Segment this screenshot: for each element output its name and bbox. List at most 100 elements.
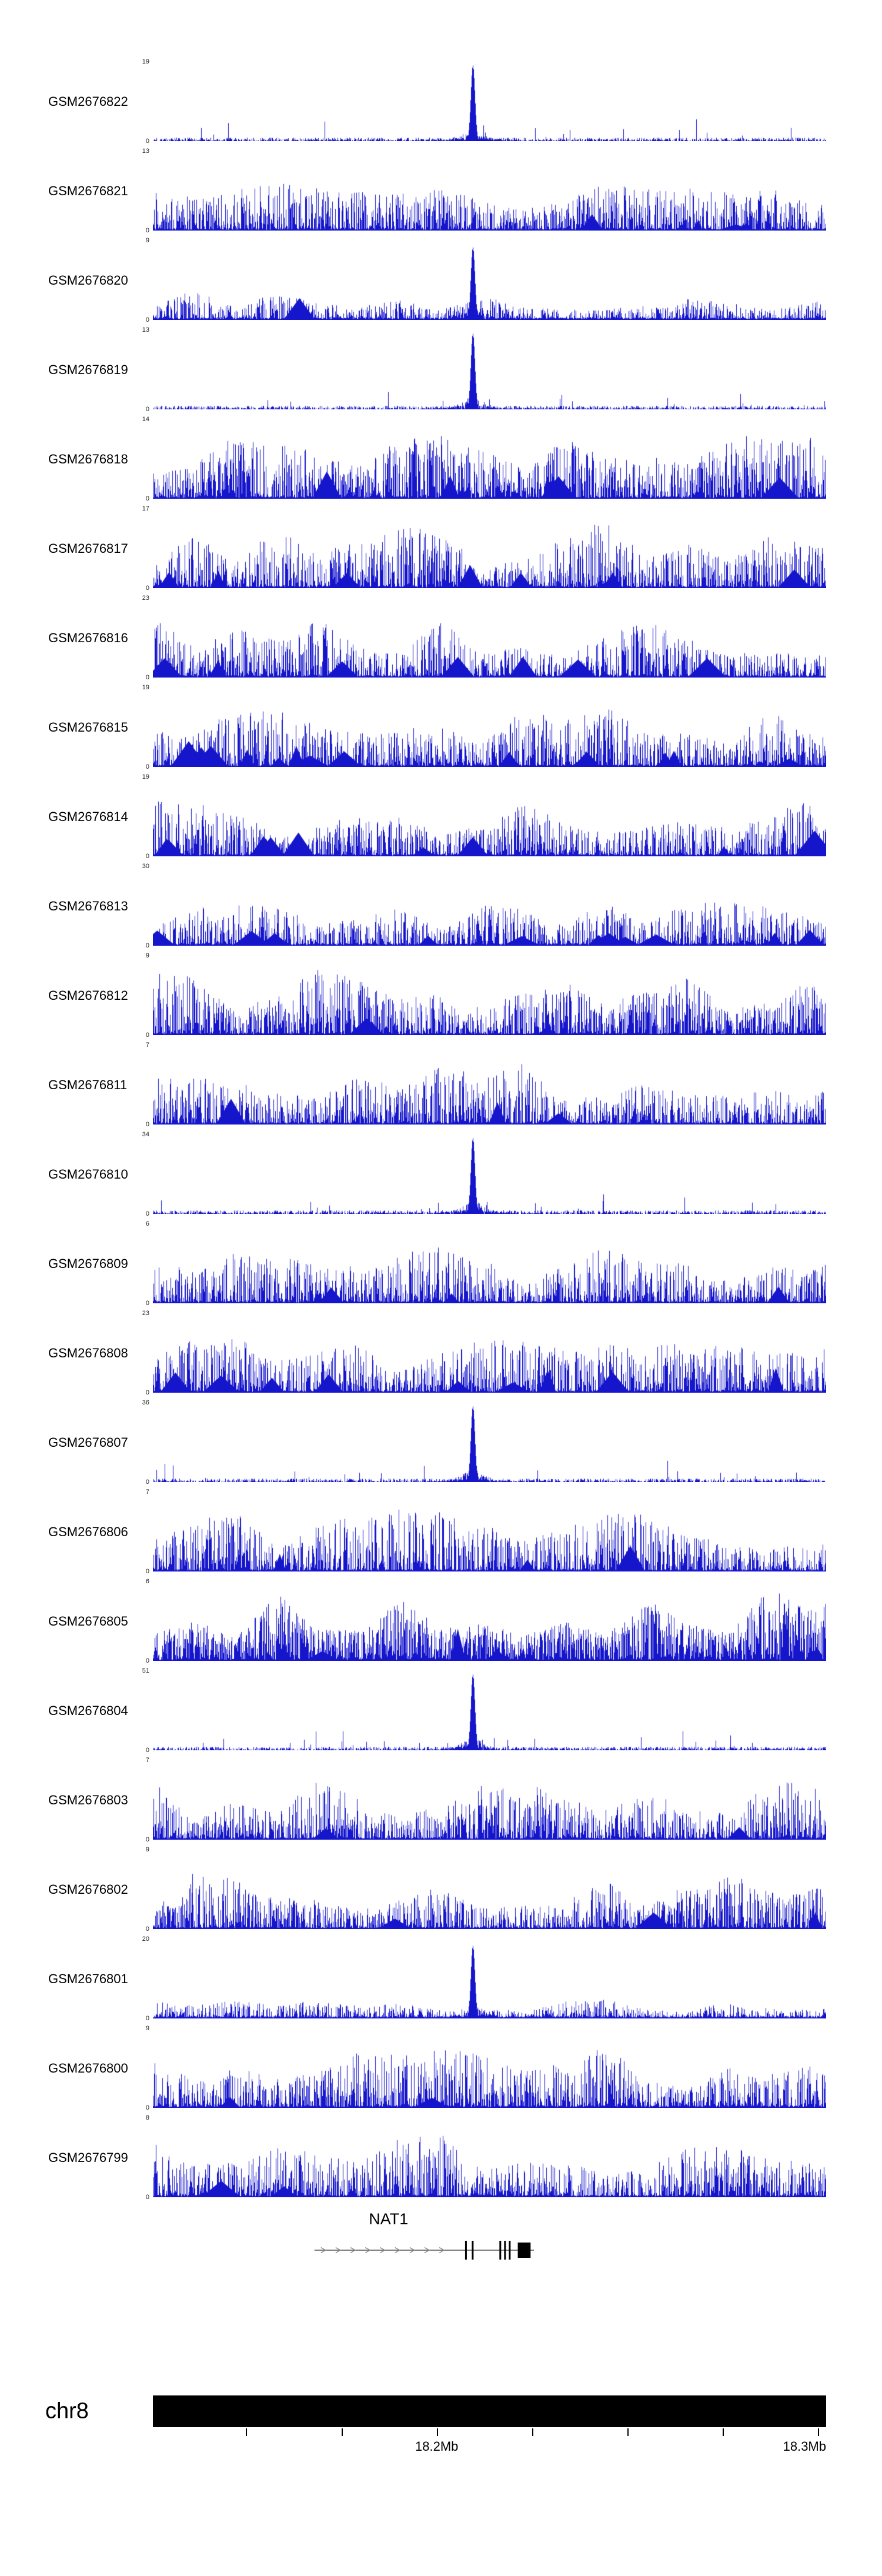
y-axis-zero-label: 0: [145, 1479, 149, 1486]
track-label: GSM2676822: [48, 94, 128, 109]
track-row: GSM2676819 13 0: [0, 320, 882, 413]
track-row: GSM2676814 19 0: [0, 767, 882, 860]
track-label: GSM2676815: [48, 720, 128, 735]
ruler-label: 18.3Mb: [783, 2439, 826, 2454]
track-label: GSM2676816: [48, 630, 128, 645]
track-label: GSM2676821: [48, 183, 128, 198]
track-label: GSM2676812: [48, 988, 128, 1003]
signal-canvas: [153, 1135, 826, 1214]
y-axis-max-label: 6: [145, 1578, 149, 1585]
track-row: GSM2676813 30 0: [0, 856, 882, 949]
track-row: GSM2676806 7 0: [0, 1482, 882, 1575]
track-plot: 6 0: [146, 1220, 826, 1307]
y-axis-max-label: 9: [145, 952, 149, 959]
chromosome-label: chr8: [45, 2398, 89, 2424]
y-axis-max-label: 34: [142, 1131, 149, 1138]
y-axis-max-label: 17: [142, 505, 149, 512]
track-row: GSM2676809 6 0: [0, 1214, 882, 1307]
signal-canvas: [153, 956, 826, 1035]
track-plot: 23 0: [142, 1310, 826, 1396]
track-label: GSM2676803: [48, 1793, 128, 1807]
track-plot: 19 0: [142, 773, 826, 860]
track-plot: 36 0: [142, 1399, 826, 1486]
y-axis-zero-label: 0: [145, 585, 149, 592]
y-axis-zero-label: 0: [145, 2015, 149, 2022]
y-axis-zero-label: 0: [145, 1121, 149, 1128]
track-plot: 9 0: [146, 1846, 826, 1933]
track-label: GSM2676805: [48, 1614, 128, 1629]
y-axis-zero-label: 0: [145, 1926, 149, 1933]
y-axis-zero-label: 0: [145, 763, 149, 770]
signal-canvas: [153, 1046, 826, 1125]
signal-canvas: [153, 1940, 826, 2018]
track-label: GSM2676814: [48, 809, 128, 824]
track-label: GSM2676810: [48, 1167, 128, 1182]
track-plot: 9 0: [146, 952, 826, 1039]
signal-canvas: [153, 2029, 826, 2108]
ruler-minor-tick: [246, 2428, 247, 2436]
track-row: GSM2676808 23 0: [0, 1303, 882, 1396]
signal-canvas: [153, 1314, 826, 1393]
y-axis-zero-label: 0: [145, 1836, 149, 1843]
track-label: GSM2676818: [48, 452, 128, 466]
track-row: GSM2676799 8 0: [0, 2108, 882, 2201]
chromosome-ideogram-bar: [153, 2395, 826, 2427]
y-axis-zero-label: 0: [145, 1032, 149, 1039]
track-plot: 20 0: [142, 1936, 826, 2022]
track-plot: 30 0: [142, 863, 826, 949]
y-axis-zero-label: 0: [145, 853, 149, 860]
y-axis-zero-label: 0: [145, 1210, 149, 1217]
track-plot: 13 0: [142, 148, 826, 234]
track-row: GSM2676811 7 0: [0, 1035, 882, 1128]
track-row: GSM2676805 6 0: [0, 1571, 882, 1664]
track-row: GSM2676820 9 0: [0, 231, 882, 323]
track-row: GSM2676821 13 0: [0, 141, 882, 234]
y-axis-zero-label: 0: [145, 406, 149, 413]
signal-canvas: [153, 509, 826, 588]
track-plot: 7 0: [146, 1489, 826, 1575]
track-label: GSM2676807: [48, 1435, 128, 1450]
track-plot: 51 0: [142, 1667, 826, 1754]
y-axis-zero-label: 0: [145, 2104, 149, 2111]
track-label: GSM2676802: [48, 1882, 128, 1897]
y-axis-max-label: 8: [145, 2114, 149, 2121]
signal-canvas: [153, 1224, 826, 1303]
track-row: GSM2676807 36 0: [0, 1393, 882, 1486]
track-label: GSM2676809: [48, 1256, 128, 1271]
track-row: GSM2676818 14 0: [0, 409, 882, 502]
y-axis-max-label: 13: [142, 148, 149, 155]
track-row: GSM2676803 7 0: [0, 1750, 882, 1843]
signal-canvas: [153, 2118, 826, 2197]
track-row: GSM2676815 19 0: [0, 678, 882, 770]
gene-name-label: NAT1: [369, 2210, 409, 2228]
y-axis-max-label: 51: [142, 1667, 149, 1674]
y-axis-zero-label: 0: [145, 1747, 149, 1754]
track-row: GSM2676800 9 0: [0, 2018, 882, 2111]
signal-canvas: [153, 62, 826, 141]
y-axis-max-label: 9: [145, 2025, 149, 2032]
signal-canvas: [153, 688, 826, 767]
y-axis-max-label: 13: [142, 326, 149, 333]
y-axis-max-label: 9: [145, 237, 149, 244]
ruler: 18.2Mb 18.3Mb: [153, 2427, 826, 2462]
track-row: GSM2676802 9 0: [0, 1840, 882, 1933]
y-axis-max-label: 23: [142, 595, 149, 602]
track-row: GSM2676816 23 0: [0, 588, 882, 681]
y-axis-zero-label: 0: [145, 316, 149, 323]
track-label: GSM2676817: [48, 541, 128, 556]
track-row: GSM2676801 20 0: [0, 1929, 882, 2022]
y-axis-max-label: 7: [145, 1042, 149, 1049]
y-axis-max-label: 9: [145, 1846, 149, 1853]
track-label: GSM2676808: [48, 1346, 128, 1360]
track-plot: 6 0: [146, 1578, 826, 1664]
y-axis-max-label: 19: [142, 684, 149, 691]
y-axis-zero-label: 0: [145, 227, 149, 234]
track-label: GSM2676806: [48, 1524, 128, 1539]
track-row: GSM2676804 51 0: [0, 1661, 882, 1754]
y-axis-max-label: 36: [142, 1399, 149, 1406]
track-plot: 9 0: [146, 2025, 826, 2111]
signal-canvas: [153, 1671, 826, 1750]
track-label: GSM2676820: [48, 273, 128, 288]
track-plot: 23 0: [142, 595, 826, 681]
track-label: GSM2676811: [48, 1077, 128, 1092]
